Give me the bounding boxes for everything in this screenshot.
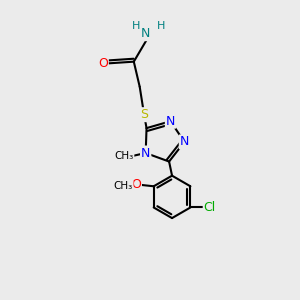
Text: H: H	[132, 21, 140, 31]
Text: CH₃: CH₃	[114, 181, 133, 191]
Text: N: N	[166, 115, 175, 128]
Text: Cl: Cl	[204, 201, 216, 214]
Text: N: N	[141, 27, 150, 40]
Text: N: N	[180, 135, 189, 148]
Text: CH₃: CH₃	[115, 151, 134, 161]
Text: O: O	[131, 178, 141, 191]
Text: O: O	[98, 57, 108, 70]
Text: N: N	[141, 146, 150, 160]
Text: S: S	[140, 108, 148, 121]
Text: H: H	[157, 21, 165, 31]
